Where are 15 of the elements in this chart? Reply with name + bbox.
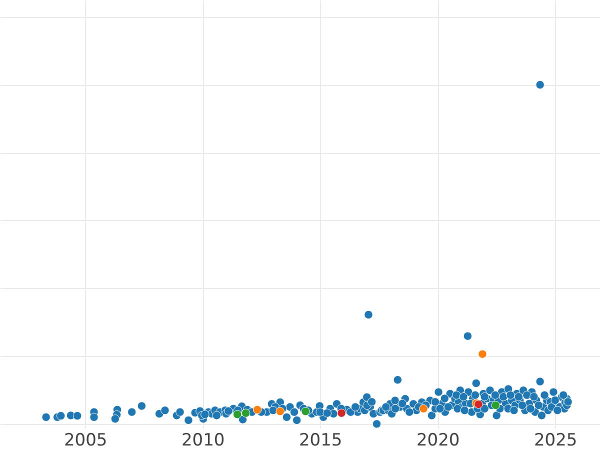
x-tick-label: 2005 <box>64 430 108 450</box>
point <box>474 400 483 409</box>
point <box>301 407 310 416</box>
point <box>232 410 242 419</box>
point <box>241 408 250 418</box>
point <box>337 408 346 418</box>
x-tick-label: 2025 <box>534 430 578 450</box>
x-tick-label: 2015 <box>298 430 342 450</box>
point <box>419 404 428 414</box>
point <box>491 400 500 410</box>
point <box>478 350 487 358</box>
x-tick-label: 2010 <box>181 430 225 450</box>
point <box>276 407 285 416</box>
point <box>252 405 262 414</box>
x-tick-label: 2020 <box>416 430 460 450</box>
